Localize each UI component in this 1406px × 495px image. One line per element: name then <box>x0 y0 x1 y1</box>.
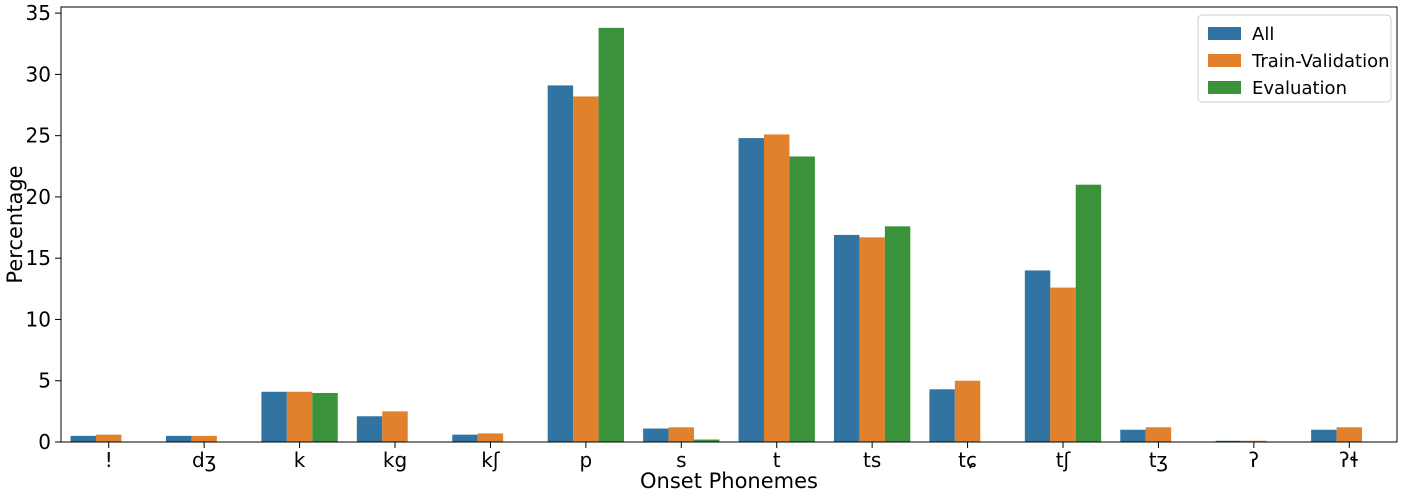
bar-all-7 <box>738 138 764 442</box>
y-tick-label: 30 <box>26 62 51 86</box>
y-tick-label: 5 <box>38 369 51 393</box>
bar-train-validation-13 <box>1336 427 1363 442</box>
bar-all-4 <box>452 434 478 442</box>
x-tick-label: kʃ <box>481 448 501 472</box>
x-tick-label: ʔɬ <box>1339 448 1359 472</box>
bar-all-0 <box>70 435 96 442</box>
x-axis: ! dʒ k kg kʃ p s t ts tɕ tʃ tʒ ʔ ʔɬ <box>105 442 1359 472</box>
y-tick-label: 20 <box>26 185 51 209</box>
x-axis-label: Onset Phonemes <box>640 469 818 493</box>
bar-all-10 <box>1024 270 1051 442</box>
bar-all-9 <box>929 389 955 442</box>
bar-all-8 <box>833 234 860 442</box>
bar-all-12 <box>1215 440 1242 442</box>
y-tick-label: 25 <box>26 124 51 148</box>
bar-evaluation-8 <box>884 226 911 442</box>
bar-train-validation-0 <box>95 434 122 442</box>
bar-evaluation-6 <box>694 439 720 442</box>
y-tick-label: 15 <box>26 246 51 270</box>
y-tick-label: 10 <box>26 307 51 331</box>
legend-label: Train-Validation <box>1251 51 1390 72</box>
plot-frame <box>60 6 1398 443</box>
legend: All Train-Validation Evaluation <box>1197 14 1392 103</box>
legend-label: All <box>1252 24 1274 45</box>
bar-evaluation-10 <box>1075 184 1102 442</box>
y-axis: 0 5 10 15 20 25 30 35 <box>26 1 61 454</box>
bar-all-5 <box>547 85 574 442</box>
bar-all-3 <box>356 416 383 442</box>
y-tick-label: 0 <box>38 430 51 454</box>
x-tick-label: ! <box>105 448 113 472</box>
y-axis-label: Percentage <box>3 165 27 283</box>
x-tick-label: t <box>773 448 781 472</box>
x-tick-label: k <box>294 448 306 472</box>
x-tick-label: tɕ <box>958 448 977 472</box>
legend-swatch <box>1208 81 1241 94</box>
x-tick-label: s <box>676 448 686 472</box>
bar-all-2 <box>261 391 287 442</box>
bar-train-validation-4 <box>477 433 504 442</box>
x-tick-label: ʔ <box>1249 448 1259 472</box>
bar-train-validation-7 <box>763 134 790 442</box>
bar-train-validation-11 <box>1145 427 1172 442</box>
bar-evaluation-7 <box>789 156 815 442</box>
bar-train-validation-1 <box>191 435 217 442</box>
bar-train-validation-12 <box>1241 440 1267 442</box>
x-tick-label: dʒ <box>192 448 216 472</box>
x-tick-label: kg <box>383 448 407 472</box>
bar-train-validation-3 <box>382 411 408 442</box>
x-tick-label: p <box>580 448 593 472</box>
bar-train-validation-8 <box>859 237 885 442</box>
legend-label: Evaluation <box>1252 78 1347 99</box>
bar-evaluation-2 <box>312 392 338 442</box>
bar-evaluation-5 <box>598 27 625 442</box>
bars-group <box>70 27 1363 442</box>
bar-train-validation-5 <box>573 96 599 442</box>
bar-all-13 <box>1311 429 1337 442</box>
legend-box <box>1197 14 1392 103</box>
legend-swatch <box>1208 27 1241 40</box>
y-tick-label: 35 <box>26 1 51 25</box>
bar-train-validation-2 <box>286 391 313 442</box>
bar-train-validation-6 <box>668 427 695 442</box>
bar-train-validation-10 <box>1050 287 1076 442</box>
bar-all-1 <box>165 435 192 442</box>
legend-swatch <box>1208 54 1241 67</box>
bar-all-11 <box>1120 429 1146 442</box>
x-tick-label: tʒ <box>1149 448 1168 472</box>
x-tick-label: tʃ <box>1056 448 1072 472</box>
bar-all-6 <box>643 428 669 442</box>
x-tick-label: ts <box>863 448 881 472</box>
bar-train-validation-9 <box>954 380 981 442</box>
